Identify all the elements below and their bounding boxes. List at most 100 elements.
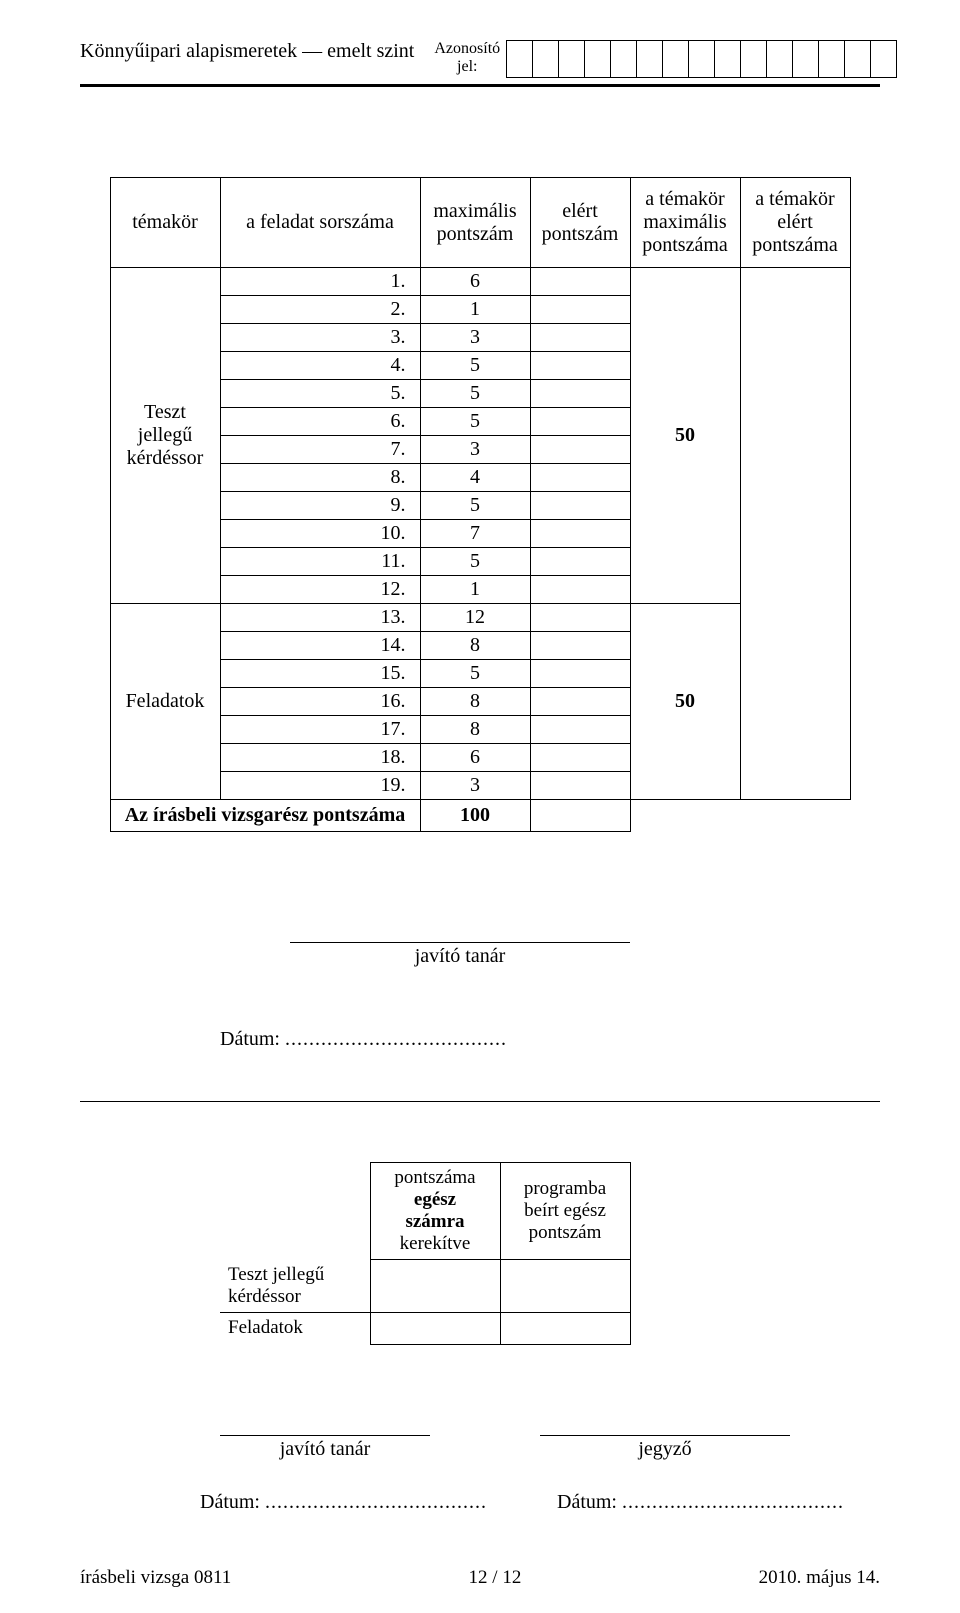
row-elert bbox=[530, 772, 630, 800]
id-box[interactable] bbox=[766, 40, 793, 78]
row-number: 5. bbox=[220, 380, 420, 408]
row-number: 14. bbox=[220, 632, 420, 660]
signature-clerk: jegyző bbox=[540, 1435, 790, 1461]
row-max: 5 bbox=[420, 380, 530, 408]
row-elert bbox=[530, 268, 630, 296]
score-total-row: Az írásbeli vizsgarész pontszáma100 bbox=[110, 800, 850, 832]
id-box[interactable] bbox=[740, 40, 767, 78]
round-table-wrap: pontszáma egész számra kerekítve program… bbox=[220, 1162, 880, 1345]
round-row-2: Feladatok bbox=[220, 1312, 630, 1344]
group-elert bbox=[740, 268, 850, 800]
round-hdr-col1-l4: kerekítve bbox=[400, 1233, 471, 1254]
row-elert bbox=[530, 660, 630, 688]
header-title: Könnyűipari alapismeretek — emelt szint bbox=[80, 40, 414, 63]
row-number: 19. bbox=[220, 772, 420, 800]
hdr-tmax: a témakör maximális pontszáma bbox=[630, 178, 740, 268]
hdr-elert: elért pontszám bbox=[530, 178, 630, 268]
row-number: 13. bbox=[220, 604, 420, 632]
id-box[interactable] bbox=[532, 40, 559, 78]
row-number: 12. bbox=[220, 576, 420, 604]
row-elert bbox=[530, 380, 630, 408]
group-max: 50 bbox=[630, 268, 740, 604]
row-number: 7. bbox=[220, 436, 420, 464]
id-box[interactable] bbox=[584, 40, 611, 78]
row-number: 11. bbox=[220, 548, 420, 576]
row-number: 9. bbox=[220, 492, 420, 520]
row-number: 16. bbox=[220, 688, 420, 716]
row-max: 8 bbox=[420, 716, 530, 744]
row-max: 5 bbox=[420, 408, 530, 436]
row-max: 5 bbox=[420, 352, 530, 380]
hdr-temakor: témakör bbox=[110, 178, 220, 268]
row-elert bbox=[530, 464, 630, 492]
id-box[interactable] bbox=[506, 40, 533, 78]
row-number: 8. bbox=[220, 464, 420, 492]
round-table-header-row: pontszáma egész számra kerekítve program… bbox=[220, 1163, 630, 1260]
score-table-body: Teszt jellegű kérdéssor1.6502.13.34.55.5… bbox=[110, 268, 850, 832]
round-row2-val1 bbox=[370, 1312, 500, 1344]
section-rule bbox=[80, 1101, 880, 1102]
row-elert bbox=[530, 632, 630, 660]
round-hdr-col2-l3: pontszám bbox=[529, 1222, 602, 1243]
row-max: 1 bbox=[420, 296, 530, 324]
row-number: 6. bbox=[220, 408, 420, 436]
score-table-wrap: témakör a feladat sorszáma maximális pon… bbox=[80, 177, 880, 832]
id-label: Azonosító jel: bbox=[434, 40, 500, 75]
round-hdr-col1-l3: számra bbox=[405, 1211, 464, 1232]
round-hdr-col2-l1: programba bbox=[524, 1178, 606, 1199]
round-row2-val2 bbox=[500, 1312, 630, 1344]
signature-teacher-1: javító tanár bbox=[290, 942, 630, 968]
row-max: 7 bbox=[420, 520, 530, 548]
round-table: pontszáma egész számra kerekítve program… bbox=[220, 1162, 631, 1345]
id-box[interactable] bbox=[792, 40, 819, 78]
row-elert bbox=[530, 744, 630, 772]
id-box[interactable] bbox=[662, 40, 689, 78]
row-elert bbox=[530, 604, 630, 632]
row-number: 4. bbox=[220, 352, 420, 380]
row-max: 6 bbox=[420, 268, 530, 296]
signature-teacher-2: javító tanár bbox=[220, 1435, 430, 1461]
date-2b: Dátum: .................................… bbox=[557, 1491, 844, 1514]
total-max: 100 bbox=[420, 800, 530, 832]
id-box[interactable] bbox=[818, 40, 845, 78]
round-hdr-col1-l1: pontszáma bbox=[394, 1167, 475, 1188]
row-number: 2. bbox=[220, 296, 420, 324]
row-number: 10. bbox=[220, 520, 420, 548]
id-box[interactable] bbox=[636, 40, 663, 78]
date-label-2a: Dátum: bbox=[200, 1491, 265, 1513]
row-number: 1. bbox=[220, 268, 420, 296]
id-boxes bbox=[506, 40, 897, 78]
row-max: 3 bbox=[420, 772, 530, 800]
score-table-header-row: témakör a feladat sorszáma maximális pon… bbox=[110, 178, 850, 268]
score-row: Teszt jellegű kérdéssor1.650 bbox=[110, 268, 850, 296]
date-label-1: Dátum: bbox=[220, 1028, 285, 1050]
total-elert bbox=[530, 800, 630, 832]
id-box[interactable] bbox=[610, 40, 637, 78]
round-hdr-col1-l2: egész bbox=[414, 1189, 456, 1210]
round-hdr-col2-l2: beírt egész bbox=[524, 1200, 606, 1221]
date-2a: Dátum: .................................… bbox=[200, 1491, 487, 1514]
row-max: 3 bbox=[420, 436, 530, 464]
id-box[interactable] bbox=[714, 40, 741, 78]
id-box[interactable] bbox=[688, 40, 715, 78]
row-max: 5 bbox=[420, 548, 530, 576]
row-max: 12 bbox=[420, 604, 530, 632]
id-box[interactable] bbox=[844, 40, 871, 78]
footer-right: 2010. május 14. bbox=[759, 1567, 880, 1589]
round-table-corner bbox=[220, 1163, 370, 1260]
header-rule bbox=[80, 84, 880, 87]
group-max: 50 bbox=[630, 604, 740, 800]
header-row: Könnyűipari alapismeretek — emelt szint … bbox=[80, 40, 880, 78]
id-label-line1: Azonosító bbox=[434, 40, 500, 57]
id-box[interactable] bbox=[558, 40, 585, 78]
round-row-1: Teszt jellegű kérdéssor bbox=[220, 1260, 630, 1313]
row-elert bbox=[530, 408, 630, 436]
footer-left: írásbeli vizsga 0811 bbox=[80, 1567, 231, 1589]
page: Könnyűipari alapismeretek — emelt szint … bbox=[0, 0, 960, 1613]
date-dots-2a: ..................................... bbox=[265, 1491, 487, 1513]
score-row: Feladatok13.1250 bbox=[110, 604, 850, 632]
round-hdr-col2: programba beírt egész pontszám bbox=[500, 1163, 630, 1260]
id-box[interactable] bbox=[870, 40, 897, 78]
hdr-sorszam: a feladat sorszáma bbox=[220, 178, 420, 268]
hdr-telert: a témakör elért pontszáma bbox=[740, 178, 850, 268]
